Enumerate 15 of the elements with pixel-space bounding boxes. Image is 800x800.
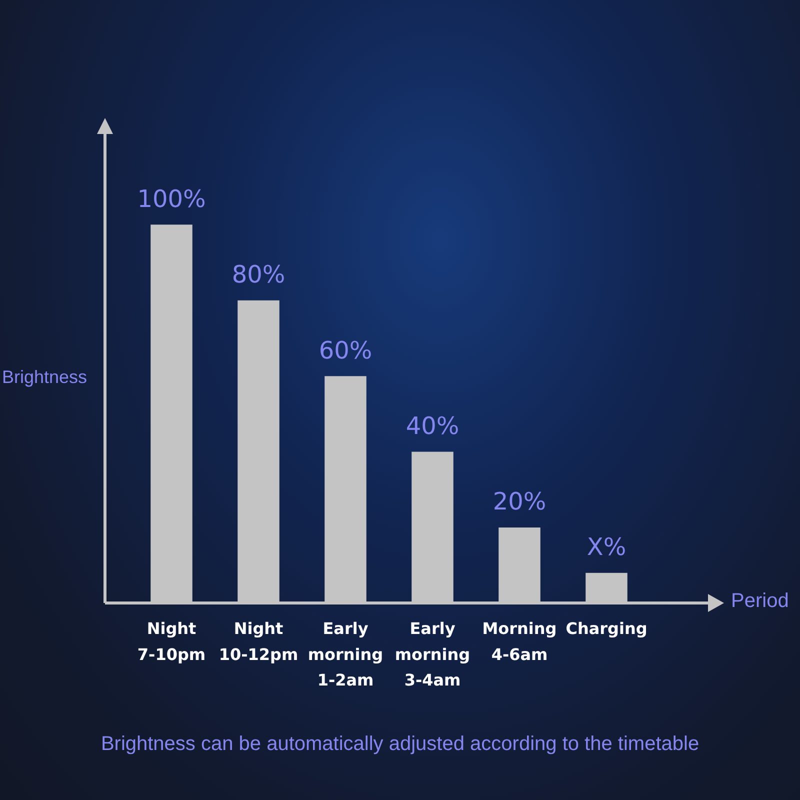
data-label: 20%	[492, 488, 546, 516]
x-tick-label: Morning 4-6am	[482, 619, 557, 664]
data-label: 60%	[318, 336, 372, 364]
data-label: X%	[586, 533, 626, 562]
x-tick-label: Night 7-10pm	[137, 619, 206, 664]
x-tick-label: Charging	[566, 619, 648, 638]
text: Brightness can be automatically adjusted according to the timetable	[100, 733, 700, 756]
data-label: 80%	[232, 260, 286, 289]
x-tick-label: Night 10-12pm	[218, 619, 298, 664]
x-tick-label: Early morning 1-2am	[308, 619, 384, 690]
data-label: 40%	[406, 412, 460, 440]
x-axis-title: Period	[731, 590, 789, 614]
x-tick-label: Early morning 3-4am	[394, 619, 470, 690]
data-label: 100%	[137, 184, 206, 213]
y-axis-title: Brightness	[2, 367, 88, 388]
